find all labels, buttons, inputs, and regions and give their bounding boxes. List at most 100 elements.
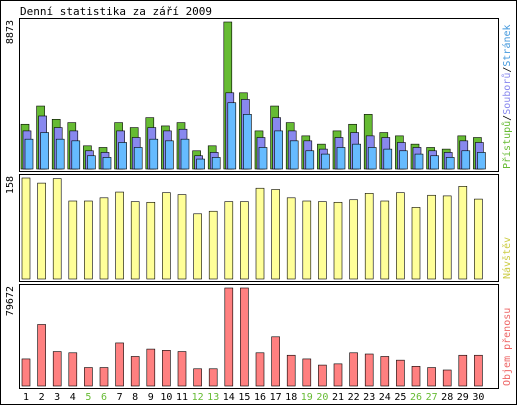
bar-pages-day-15 (243, 114, 252, 170)
day-label-12: 12 (192, 392, 204, 403)
bar-pages-day-26 (414, 153, 424, 170)
bar-volume-day-8 (130, 356, 140, 387)
bar-volume-day-2 (37, 324, 46, 387)
bar-visits-day-30 (474, 198, 483, 280)
requests-legend-item-4: Stránek (501, 24, 513, 66)
bar-volume-day-30 (474, 354, 483, 387)
day-label-22: 22 (348, 392, 360, 403)
bar-volume-day-12 (193, 368, 202, 387)
bar-visits-day-25 (396, 192, 405, 280)
bar-visits-day-15 (240, 201, 249, 280)
bar-volume-day-17 (271, 336, 280, 387)
bar-visits-day-29 (458, 186, 468, 280)
bar-volume-day-16 (255, 352, 265, 387)
bar-volume-day-14 (224, 287, 234, 387)
bar-pages-day-2 (40, 132, 49, 170)
bar-pages-day-6 (102, 157, 112, 170)
bar-visits-day-19 (302, 200, 312, 280)
bar-visits-day-5 (84, 200, 93, 280)
bar-pages-day-16 (258, 147, 268, 170)
day-label-21: 21 (332, 392, 344, 403)
day-label-26: 26 (410, 392, 422, 403)
bar-visits-day-7 (115, 191, 124, 280)
volume-legend-item-0: Objem přenosu (501, 308, 513, 386)
day-label-9: 9 (148, 392, 154, 403)
bar-pages-day-3 (55, 138, 65, 170)
bar-pages-day-25 (399, 150, 408, 170)
chart-title: Denní statistika za září 2009 (20, 5, 212, 18)
bar-pages-day-17 (274, 130, 283, 170)
volume-ymax-label: 79672 (5, 286, 16, 316)
bar-visits-day-22 (349, 199, 358, 280)
bar-visits-day-24 (380, 200, 390, 280)
day-label-11: 11 (176, 392, 188, 403)
bar-volume-day-13 (208, 368, 218, 387)
bar-pages-day-24 (383, 148, 393, 170)
bar-visits-day-20 (318, 201, 327, 280)
day-label-18: 18 (285, 392, 297, 403)
bar-volume-day-22 (349, 352, 358, 387)
bar-volume-day-21 (333, 363, 343, 387)
requests-legend-item-0: Přístupů (501, 121, 513, 169)
bar-pages-day-10 (165, 140, 174, 170)
day-label-20: 20 (316, 392, 328, 403)
bar-visits-day-2 (37, 182, 46, 280)
bar-visits-day-1 (21, 177, 31, 280)
bar-pages-day-19 (305, 150, 315, 170)
day-label-14: 14 (223, 392, 235, 403)
bar-visits-day-11 (177, 194, 187, 280)
bar-volume-day-19 (302, 358, 312, 387)
bar-volume-day-18 (286, 354, 296, 387)
bar-pages-day-13 (211, 157, 221, 170)
bar-volume-day-20 (318, 364, 327, 387)
bar-pages-day-30 (477, 152, 486, 170)
day-label-23: 23 (363, 392, 375, 403)
bar-visits-day-27 (427, 194, 436, 280)
day-label-24: 24 (379, 392, 391, 403)
requests-legend: Přístupů/Souborů/Stránek (501, 24, 513, 169)
bar-volume-day-28 (442, 369, 452, 387)
day-label-19: 19 (301, 392, 313, 403)
bar-pages-day-9 (149, 138, 159, 170)
bar-pages-day-11 (180, 138, 190, 170)
visits-ymax-label: 158 (5, 176, 16, 194)
day-label-10: 10 (160, 392, 172, 403)
bar-volume-day-27 (427, 367, 436, 387)
requests-panel-frame (19, 18, 499, 172)
bar-pages-day-12 (196, 158, 205, 170)
bar-visits-day-14 (224, 201, 234, 280)
bar-volume-day-10 (162, 350, 171, 387)
bar-pages-day-20 (321, 153, 330, 170)
bar-volume-day-11 (177, 351, 187, 387)
day-label-25: 25 (394, 392, 406, 403)
bar-visits-day-8 (130, 201, 140, 280)
day-label-17: 17 (270, 392, 282, 403)
bar-visits-day-9 (146, 201, 156, 280)
bar-volume-day-29 (458, 354, 468, 387)
requests-legend-item-1: / (502, 115, 513, 121)
bar-visits-day-6 (99, 197, 109, 280)
day-label-30: 30 (472, 392, 484, 403)
volume-panel-frame (19, 284, 499, 389)
requests-legend-item-2: Souborů (501, 73, 513, 115)
day-label-6: 6 (101, 392, 107, 403)
visits-legend: Návštěv (501, 237, 513, 279)
bar-pages-day-14 (227, 102, 237, 170)
bar-volume-day-15 (240, 287, 249, 387)
bar-visits-day-23 (364, 193, 374, 280)
bar-pages-day-21 (336, 147, 346, 170)
bar-volume-day-24 (380, 356, 390, 387)
volume-legend: Objem přenosu (501, 308, 513, 386)
visits-legend-item-0: Návštěv (501, 237, 513, 279)
day-label-15: 15 (238, 392, 250, 403)
day-label-29: 29 (457, 392, 469, 403)
bar-pages-day-22 (352, 143, 361, 170)
bar-volume-day-6 (99, 367, 109, 387)
bar-pages-day-5 (87, 155, 96, 170)
bar-pages-day-1 (24, 138, 34, 170)
day-label-16: 16 (254, 392, 266, 403)
bar-pages-day-29 (461, 150, 471, 170)
bar-visits-day-17 (271, 189, 280, 280)
bar-visits-day-28 (442, 195, 452, 280)
